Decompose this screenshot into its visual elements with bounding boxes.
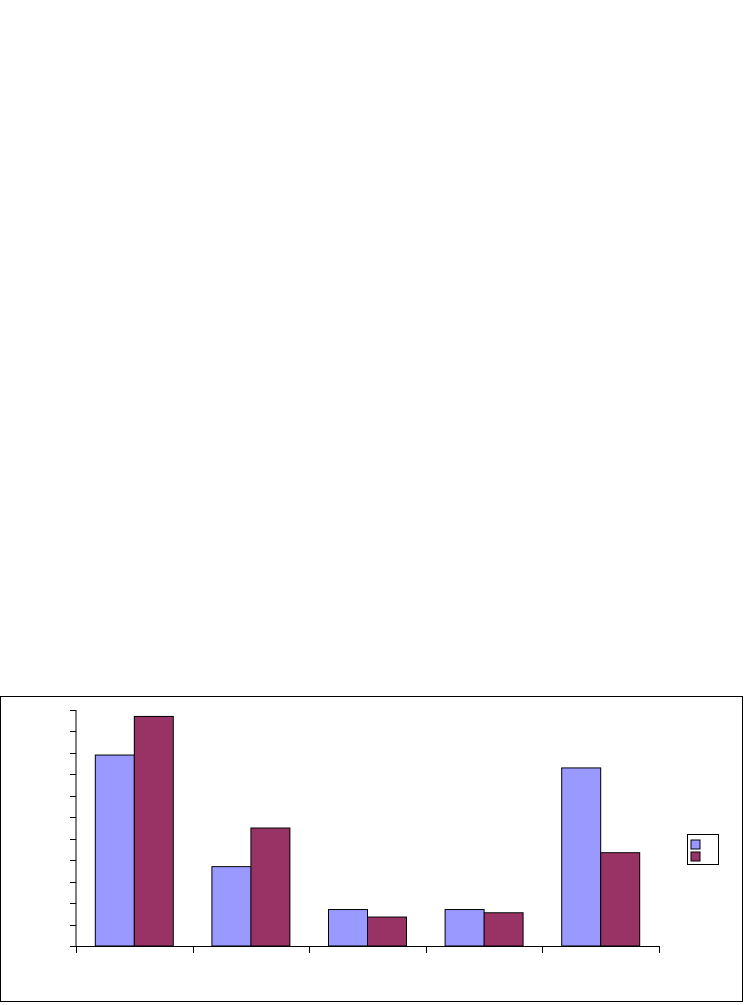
bar-series-2-cat-2	[250, 827, 291, 947]
bar-series-2-cat-5	[600, 852, 641, 947]
bar-series-1-cat-5	[561, 767, 602, 947]
bar-series-1-cat-4	[444, 909, 485, 947]
legend-swatch-series-2	[690, 851, 701, 862]
bar-series-1-cat-1	[94, 754, 135, 947]
axes	[70, 710, 660, 953]
bar-series-1-cat-3	[328, 909, 368, 947]
legend-swatch-series-1	[690, 839, 701, 850]
bar-series-1-cat-2	[211, 866, 252, 947]
bar-series-2-cat-3	[367, 916, 407, 947]
chart-frame	[0, 696, 743, 1002]
bar-chart	[70, 710, 719, 953]
bars	[94, 715, 641, 947]
legend	[687, 834, 719, 865]
bar-series-2-cat-1	[133, 715, 174, 947]
bar-series-2-cat-4	[483, 912, 524, 947]
